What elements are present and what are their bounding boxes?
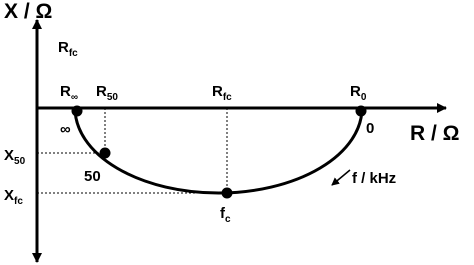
label: fc bbox=[220, 205, 231, 225]
label: R50 bbox=[96, 83, 118, 103]
point-label: 0 bbox=[366, 120, 374, 137]
point-label: ∞ bbox=[60, 121, 71, 138]
guides bbox=[37, 108, 228, 194]
frequency-arrow bbox=[331, 169, 351, 186]
label: R0 bbox=[350, 83, 367, 103]
label: Xfc bbox=[4, 187, 23, 207]
y-axis-label: X / Ω bbox=[4, 0, 52, 23]
label: R∞ bbox=[60, 83, 78, 103]
label: Rfc bbox=[58, 39, 78, 59]
arc-points bbox=[71, 105, 367, 199]
x-axis-label: R / Ω bbox=[410, 122, 460, 145]
label: Rfc bbox=[212, 83, 232, 103]
impedance-arc bbox=[73, 107, 364, 195]
label: X50 bbox=[4, 147, 26, 167]
frequency-label: f / kHz bbox=[352, 170, 396, 187]
point-label: 50 bbox=[84, 168, 101, 185]
